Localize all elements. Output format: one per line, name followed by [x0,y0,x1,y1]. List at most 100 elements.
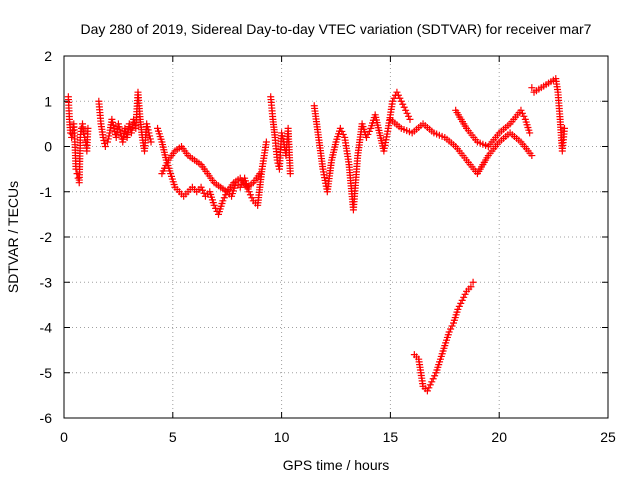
trace-marker [146,135,154,143]
trace-marker [109,121,117,129]
y-tick-label: -1 [40,184,53,200]
trace-marker [115,123,123,131]
x-tick-label: 0 [60,429,68,445]
trace-marker [199,186,207,194]
trace-marker [403,109,411,117]
data-point [458,296,466,304]
data-point [402,106,410,114]
x-tick-label: 20 [491,429,507,445]
trace-marker [396,94,404,102]
series-arc-mid-1 [267,93,294,178]
data-point [219,197,227,205]
trace-marker [104,135,112,143]
data-point [104,138,112,146]
x-tick-label: 15 [383,429,399,445]
trace-marker [144,126,152,134]
trace-marker [143,123,151,131]
y-axis-label: SDTVAR / TECUs [5,181,21,293]
y-tick-label: -3 [40,274,53,290]
data-point [336,124,344,132]
trace-marker [457,299,465,307]
data-point [389,97,397,105]
trace-marker [460,293,468,301]
data-point [245,188,253,196]
data-point [467,283,475,291]
grid-lines [64,56,608,418]
series-arc-mid-2 [310,88,414,214]
trace-marker [394,91,402,99]
y-tick-label: 0 [44,139,52,155]
trace-marker [455,302,463,310]
series-arc-early-1 [64,93,92,187]
data-point [262,138,270,146]
trace-marker [220,194,228,202]
data-point [406,115,414,123]
trace-marker [399,100,407,108]
data-point [125,120,133,128]
series-arc-negative [410,278,477,395]
trace-marker [338,127,346,135]
trace-marker [518,109,526,117]
data-point [286,170,294,178]
trace-marker [339,130,347,138]
data-point [108,115,116,123]
data-point [84,124,92,132]
data-point [397,97,405,105]
data-point [143,120,151,128]
data-point [114,120,122,128]
trace-marker [364,130,372,138]
series-arc-dip-2 [158,143,264,196]
data-points [64,75,568,395]
series-arc-late-3 [528,75,568,155]
trace-marker [222,191,230,199]
y-tick-label: -6 [40,410,53,426]
y-tick-label: 1 [44,93,52,109]
data-point [236,183,244,191]
series-arc-late-1 [386,115,536,178]
series-arc-dip-1 [154,124,270,218]
data-point [210,201,218,209]
data-point [526,129,534,137]
data-point [362,133,370,141]
trace-marker [461,290,469,298]
trace-marker [105,132,113,140]
y-tick-label: -4 [40,320,53,336]
trace-marker [212,204,220,212]
trace-marker [100,136,108,144]
data-point [445,328,453,336]
data-point [145,129,153,137]
trace-marker [146,132,154,140]
trace-marker [400,103,408,111]
series-arc-early-2 [95,88,155,155]
data-point [110,124,118,132]
trace-marker [200,189,208,197]
y-tick-label: -2 [40,229,53,245]
data-point [528,84,536,92]
trace-marker [431,372,439,380]
data-point [121,124,129,132]
data-point [428,378,436,386]
data-point [517,106,525,114]
trace-marker [248,194,256,202]
trace-marker [116,126,124,134]
trace-marker [429,375,437,383]
data-point [147,138,155,146]
trace-marker [447,325,455,333]
x-tick-label: 25 [600,429,616,445]
trace-marker [425,384,433,392]
trace-marker [365,127,373,135]
data-point [80,129,88,137]
data-point [101,143,109,150]
y-tick-label: 2 [44,48,52,64]
x-tick-label: 5 [169,429,177,445]
trace-marker [426,381,434,389]
trace-marker [520,112,528,120]
data-point [393,88,401,96]
trace-marker [405,112,413,120]
data-point [423,387,431,395]
trace-marker [109,118,117,126]
trace-marker [278,132,286,140]
data-point [256,170,264,178]
data-point [197,183,205,191]
